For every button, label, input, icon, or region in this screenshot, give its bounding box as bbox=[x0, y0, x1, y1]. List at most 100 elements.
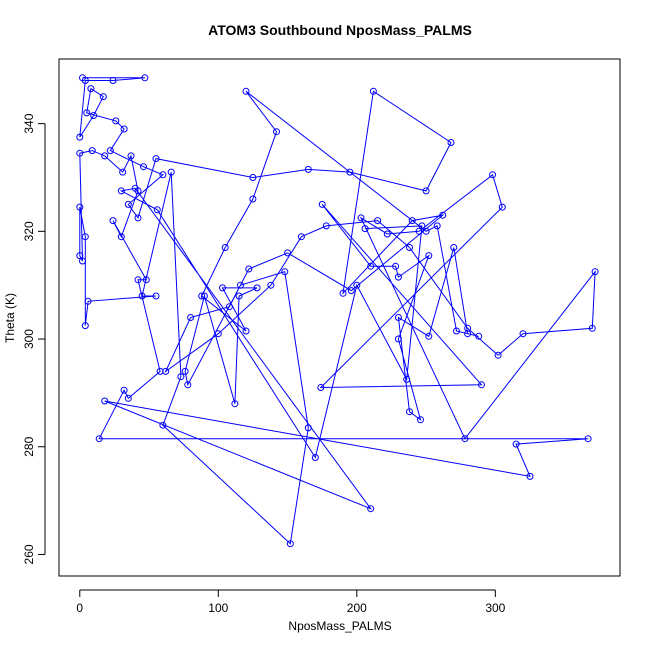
x-tick-label: 200 bbox=[347, 601, 367, 615]
data-point bbox=[101, 397, 109, 405]
x-tick-label: 300 bbox=[485, 601, 505, 615]
data-point bbox=[447, 139, 455, 146]
data-point bbox=[367, 262, 375, 270]
data-point bbox=[273, 128, 280, 136]
data-point bbox=[353, 281, 361, 289]
data-point bbox=[519, 330, 527, 338]
data-point bbox=[120, 125, 128, 133]
data-point bbox=[177, 373, 185, 381]
x-axis-label: NposMass_PALMS bbox=[288, 619, 391, 633]
data-point bbox=[187, 314, 195, 321]
data-point bbox=[464, 330, 472, 338]
data-point bbox=[124, 394, 132, 402]
data-point bbox=[304, 424, 312, 432]
data-point bbox=[281, 268, 289, 276]
data-point bbox=[159, 171, 167, 179]
data-point bbox=[361, 225, 369, 233]
plot-area bbox=[76, 74, 599, 548]
data-point bbox=[526, 472, 534, 480]
data-point bbox=[588, 324, 596, 332]
series-line bbox=[79, 77, 596, 545]
data-point bbox=[394, 314, 402, 321]
data-point bbox=[249, 195, 257, 203]
data-point bbox=[76, 133, 84, 141]
data-point bbox=[267, 281, 275, 289]
data-point bbox=[253, 284, 261, 292]
data-point bbox=[317, 384, 325, 391]
y-tick-label: 280 bbox=[22, 436, 36, 456]
plot-frame bbox=[58, 58, 621, 577]
data-point bbox=[159, 421, 167, 429]
data-point bbox=[138, 292, 146, 300]
data-point bbox=[422, 227, 430, 235]
data-point bbox=[422, 187, 430, 195]
data-point bbox=[117, 233, 125, 241]
data-point bbox=[318, 200, 326, 208]
data-point bbox=[198, 292, 206, 300]
data-point bbox=[425, 332, 433, 340]
data-point bbox=[461, 435, 469, 443]
x-tick-label: 100 bbox=[208, 601, 228, 615]
y-tick-label: 340 bbox=[22, 113, 36, 133]
data-point bbox=[357, 214, 365, 222]
data-point bbox=[76, 203, 84, 211]
data-point bbox=[81, 233, 89, 241]
data-point bbox=[88, 147, 96, 155]
y-axis-label: Theta (K) bbox=[3, 293, 17, 343]
data-point bbox=[141, 74, 149, 82]
data-point bbox=[418, 222, 426, 230]
data-point bbox=[417, 416, 424, 424]
data-point bbox=[425, 252, 433, 260]
y-tick-label: 260 bbox=[22, 544, 36, 564]
data-point bbox=[433, 222, 441, 230]
data-point bbox=[367, 505, 375, 513]
data-point bbox=[109, 77, 117, 84]
data-point bbox=[152, 292, 160, 300]
data-point bbox=[124, 200, 132, 208]
data-point bbox=[475, 332, 483, 340]
data-point bbox=[76, 252, 84, 260]
data-point bbox=[235, 292, 243, 300]
data-point bbox=[392, 262, 400, 270]
data-point bbox=[221, 244, 229, 251]
data-point bbox=[237, 281, 244, 289]
data-point bbox=[478, 381, 485, 389]
data-point bbox=[109, 217, 117, 225]
data-point bbox=[87, 85, 95, 93]
data-point bbox=[498, 203, 506, 211]
data-point bbox=[131, 184, 139, 192]
data-point bbox=[242, 327, 250, 335]
data-point bbox=[297, 233, 305, 241]
data-point bbox=[322, 222, 330, 230]
data-point bbox=[439, 211, 447, 219]
data-point bbox=[112, 117, 120, 125]
data-point bbox=[403, 375, 411, 383]
data-point bbox=[79, 257, 86, 265]
data-point bbox=[408, 217, 416, 225]
data-point bbox=[81, 322, 89, 330]
data-point bbox=[406, 408, 413, 416]
data-point bbox=[84, 297, 92, 305]
data-point bbox=[512, 440, 520, 448]
data-point bbox=[231, 400, 239, 408]
data-point bbox=[406, 244, 413, 251]
data-point bbox=[494, 351, 502, 359]
data-point bbox=[120, 386, 128, 394]
data-point bbox=[106, 147, 114, 155]
data-point bbox=[127, 152, 135, 160]
axes: 0 100 200 300 260 280 300 320 340 bbox=[22, 113, 506, 615]
data-point bbox=[286, 540, 294, 548]
x-tick-label: 0 bbox=[76, 601, 83, 615]
data-point bbox=[214, 330, 222, 338]
data-point bbox=[101, 152, 109, 160]
data-point bbox=[200, 292, 208, 300]
data-point bbox=[119, 168, 127, 176]
data-point bbox=[242, 87, 250, 95]
data-point bbox=[346, 168, 354, 176]
data-point bbox=[304, 165, 312, 173]
data-point bbox=[167, 168, 175, 176]
chart-title: ATOM3 Southbound NposMass_PALMS bbox=[208, 22, 472, 38]
data-point bbox=[181, 367, 189, 375]
data-point bbox=[184, 381, 192, 389]
